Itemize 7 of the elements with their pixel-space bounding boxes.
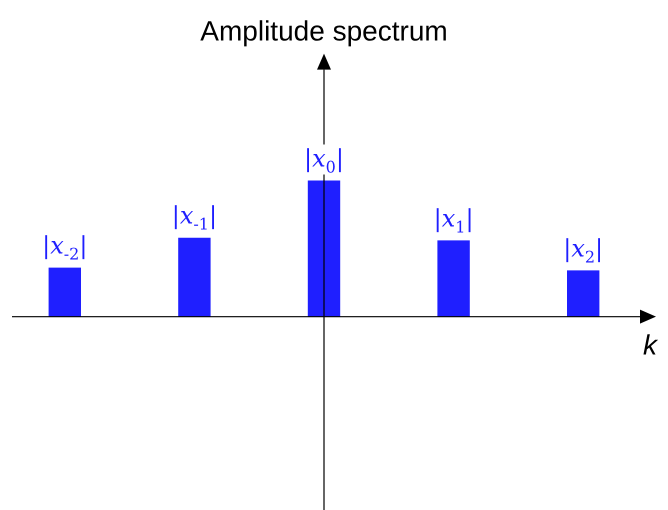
x-axis-title: k bbox=[643, 329, 659, 360]
bar bbox=[48, 268, 81, 317]
bar bbox=[178, 238, 211, 317]
bar bbox=[437, 240, 470, 317]
chart-title: Amplitude spectrum bbox=[200, 16, 448, 47]
bar bbox=[308, 180, 340, 317]
bar bbox=[567, 270, 600, 317]
